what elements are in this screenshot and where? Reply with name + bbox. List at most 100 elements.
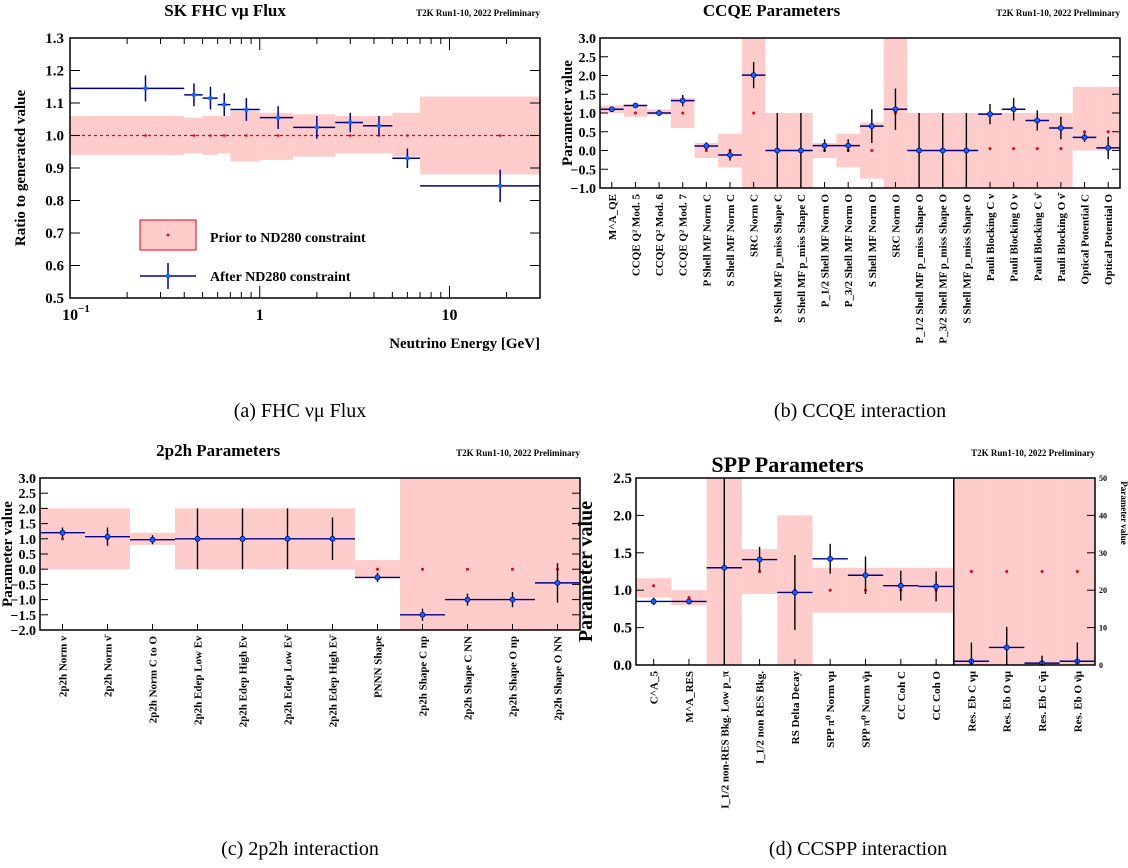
fit-point: [347, 120, 353, 125]
y-axis-label-right: Parameter value: [1119, 481, 1128, 545]
category-label: P Shell MF p_miss Shape C: [772, 194, 784, 323]
fit-point: [374, 574, 381, 581]
x-axis-label: Neutrino Energy [GeV]: [389, 336, 540, 352]
prior-band: [1025, 113, 1050, 188]
prior-point: [1035, 147, 1039, 151]
category-label: CCQE Q² Mod. 7: [678, 194, 690, 277]
fit-point: [329, 535, 336, 542]
category-label: CCQE Q² Mod. 5: [630, 194, 642, 277]
prior-band: [623, 105, 648, 117]
prior-band: [259, 112, 294, 160]
fit-point: [284, 535, 291, 542]
category-label: 2p2h Norm C to O: [148, 636, 160, 724]
preliminary-label: T2K Run1-10, 2022 Preliminary: [456, 448, 580, 458]
category-label: RS Delta Decay: [790, 671, 802, 745]
y-tick-label: 3.0: [19, 472, 37, 487]
fit-point: [1058, 125, 1064, 131]
fit-point: [149, 536, 156, 543]
panel-caption: (a) FHC νμ Flux: [234, 400, 367, 422]
y-tick-label-right: 0: [1099, 661, 1103, 670]
fit-point: [194, 535, 201, 542]
fit-point: [939, 147, 946, 154]
prior-band: [230, 111, 260, 162]
prior-band: [978, 113, 1002, 188]
category-label: PNNN Shape: [373, 636, 385, 698]
y-tick-label: 0.5: [613, 621, 632, 637]
y-axis-label: Parameter value: [575, 501, 597, 642]
prior-band: [1049, 113, 1073, 188]
fit-point: [933, 583, 940, 590]
category-label: P Shell MF Norm C: [701, 194, 713, 287]
chart-panel-c: 2p2h Parameters T2K Run1-10, 2022 Prelimi…: [0, 441, 581, 860]
category-label: P_3/2 Shell MF Norm O: [843, 194, 855, 308]
y-axis-label: Parameter value: [0, 501, 16, 607]
fit-point: [798, 147, 804, 154]
fit-point: [1003, 644, 1010, 651]
y-tick-label: −1.0: [11, 594, 36, 609]
fit-point: [750, 72, 757, 79]
preliminary-label: T2K Run1-10, 2022 Preliminary: [971, 448, 1095, 458]
category-label: P_1/2 Shell MF Norm O: [820, 194, 832, 308]
prior-point: [988, 147, 992, 151]
y-tick-label: 0.5: [19, 548, 37, 563]
category-label: Res. Eb O ν̄μ: [1072, 670, 1084, 732]
y-tick-label: 1.5: [613, 546, 632, 562]
y-tick-label: 1.3: [45, 31, 64, 47]
fit-point: [774, 147, 781, 154]
fit-point: [987, 111, 993, 118]
category-label: C^A_5: [649, 671, 661, 705]
category-label: 2p2h Edep Low Eν̄: [283, 634, 295, 725]
fit-point: [1105, 144, 1112, 151]
prior-point: [466, 567, 469, 571]
prior-point: [1005, 570, 1009, 573]
fit-point: [686, 598, 692, 605]
fit-point: [821, 142, 828, 149]
category-label: P_1/2 Shell MF p_miss Shape O: [914, 194, 926, 344]
prior-point: [1040, 570, 1044, 573]
fit-point: [509, 596, 516, 603]
fit-point: [497, 183, 503, 189]
legend-post-label: After ND280 constraint: [210, 270, 351, 285]
prior-point: [222, 134, 226, 137]
category-label: CCQE Q² Mod. 6: [654, 194, 666, 277]
fit-point: [143, 86, 148, 91]
fit-point: [868, 123, 875, 130]
y-tick-label: 1.2: [45, 64, 64, 80]
prior-point: [61, 537, 64, 541]
prior-point: [348, 134, 352, 137]
category-label: 2p2h Edep High Eν̄: [328, 634, 340, 727]
category-label: 2p2h Norm ν̄: [103, 634, 115, 697]
y-tick-label: 2.0: [19, 502, 37, 517]
category-label: I_1/2 non-RES Bkg. Low p_π: [719, 671, 731, 809]
category-label: CC Coh C: [896, 671, 908, 720]
y-tick-label: 2.5: [613, 471, 632, 487]
chart-panel-d: SPP Parameters T2K Run1-10, 2022 Prelimin…: [575, 448, 1128, 860]
fit-point: [314, 125, 320, 130]
y-tick-label-right: 50: [1099, 474, 1107, 483]
fit-point: [897, 582, 904, 589]
fit-point: [916, 147, 922, 154]
prior-point: [681, 111, 685, 115]
x-tick-label: 1: [256, 307, 264, 324]
y-tick-label: −1.0: [571, 182, 596, 197]
y-tick-label: 2.5: [19, 487, 37, 502]
prior-point: [406, 134, 409, 137]
y-tick-label: 2.0: [579, 70, 597, 85]
fit-point: [679, 97, 686, 104]
category-label: SRC Norm O: [890, 194, 902, 258]
prior-point: [498, 134, 502, 137]
category-label: Res. Eb O νμ: [1002, 670, 1014, 732]
prior-band: [400, 478, 445, 630]
prior-point: [376, 567, 379, 571]
fit-point: [791, 589, 798, 596]
fit-point: [419, 611, 426, 618]
y-tick-label: 0.0: [579, 145, 597, 160]
y-tick-label: 0.6: [45, 259, 64, 275]
prior-point: [704, 149, 708, 152]
prior-point: [633, 111, 637, 115]
category-label: Pauli Blocking O ν̄: [1056, 192, 1068, 282]
prior-point: [752, 111, 756, 115]
category-label: 2p2h Shape C NN: [463, 636, 475, 720]
y-tick-label-right: 10: [1099, 624, 1107, 633]
